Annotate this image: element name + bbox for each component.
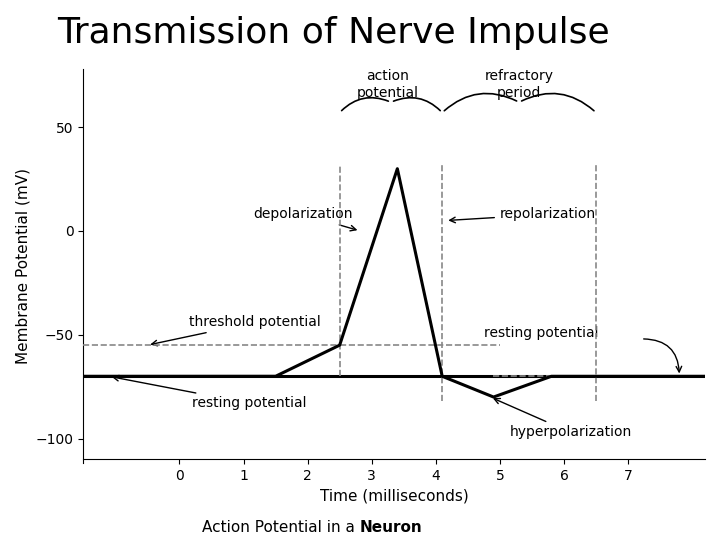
Text: threshold potential: threshold potential <box>152 315 321 346</box>
Y-axis label: Membrane Potential (mV): Membrane Potential (mV) <box>15 168 30 364</box>
Text: Neuron: Neuron <box>360 519 423 535</box>
Text: Transmission of Nerve Impulse: Transmission of Nerve Impulse <box>58 16 611 50</box>
Text: resting potential: resting potential <box>484 326 598 340</box>
Text: action
potential: action potential <box>356 69 419 100</box>
Text: depolarization: depolarization <box>253 207 356 231</box>
Text: refractory
period: refractory period <box>485 69 554 100</box>
Text: resting potential: resting potential <box>113 375 307 410</box>
Text: Action Potential in a: Action Potential in a <box>202 519 360 535</box>
X-axis label: Time (milliseconds): Time (milliseconds) <box>320 489 469 504</box>
Text: hyperpolarization: hyperpolarization <box>494 399 631 440</box>
Text: repolarization: repolarization <box>450 207 596 222</box>
